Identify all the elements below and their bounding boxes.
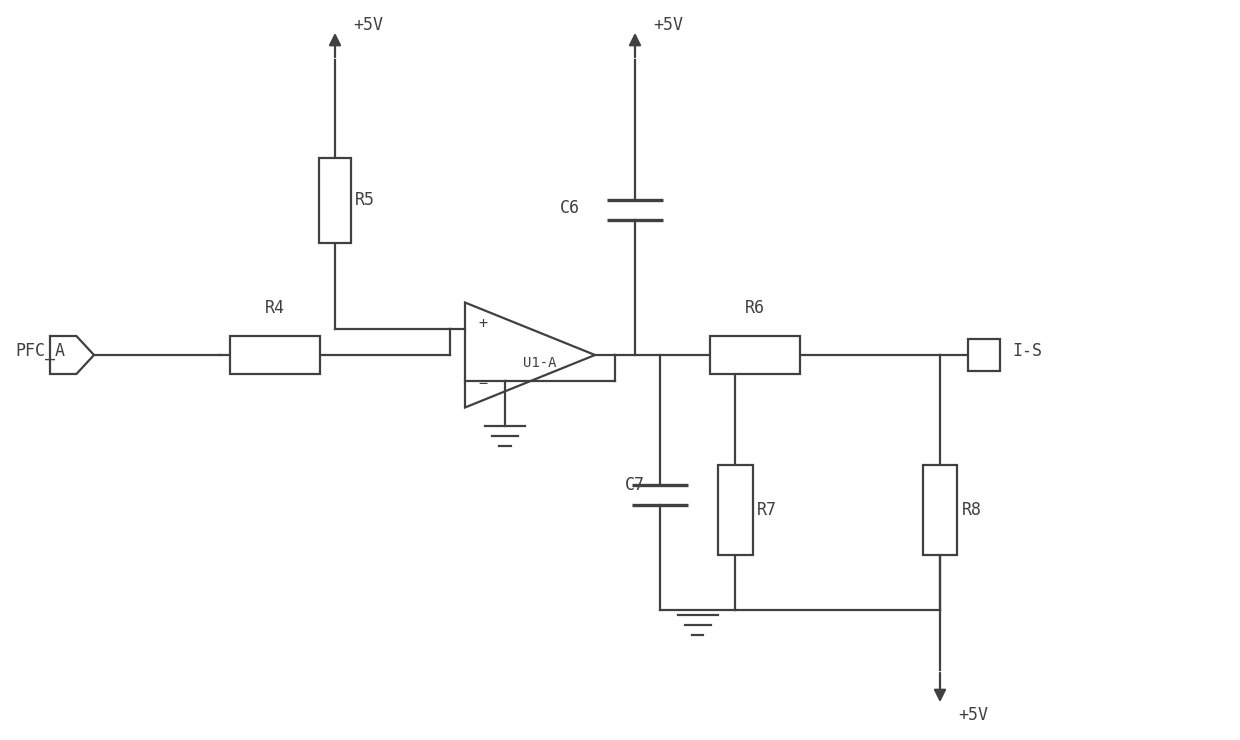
FancyBboxPatch shape [968,339,999,371]
Text: I-S: I-S [1012,342,1042,360]
FancyBboxPatch shape [718,465,753,555]
Text: +5V: +5V [653,16,683,34]
Text: R5: R5 [355,191,374,209]
Text: R8: R8 [962,501,982,519]
Text: +5V: +5V [353,16,383,34]
Text: C7: C7 [625,476,645,494]
Text: C6: C6 [560,199,580,217]
Text: +: + [479,316,487,332]
FancyBboxPatch shape [711,336,800,374]
Text: −: − [479,376,487,391]
Text: +5V: +5V [959,706,988,724]
Text: R7: R7 [756,501,777,519]
FancyBboxPatch shape [319,158,351,243]
FancyBboxPatch shape [923,465,957,555]
Text: R6: R6 [745,299,765,317]
Text: PFC_A: PFC_A [15,342,64,360]
Text: R4: R4 [265,299,285,317]
Text: U1-A: U1-A [523,356,557,370]
FancyBboxPatch shape [229,336,320,374]
